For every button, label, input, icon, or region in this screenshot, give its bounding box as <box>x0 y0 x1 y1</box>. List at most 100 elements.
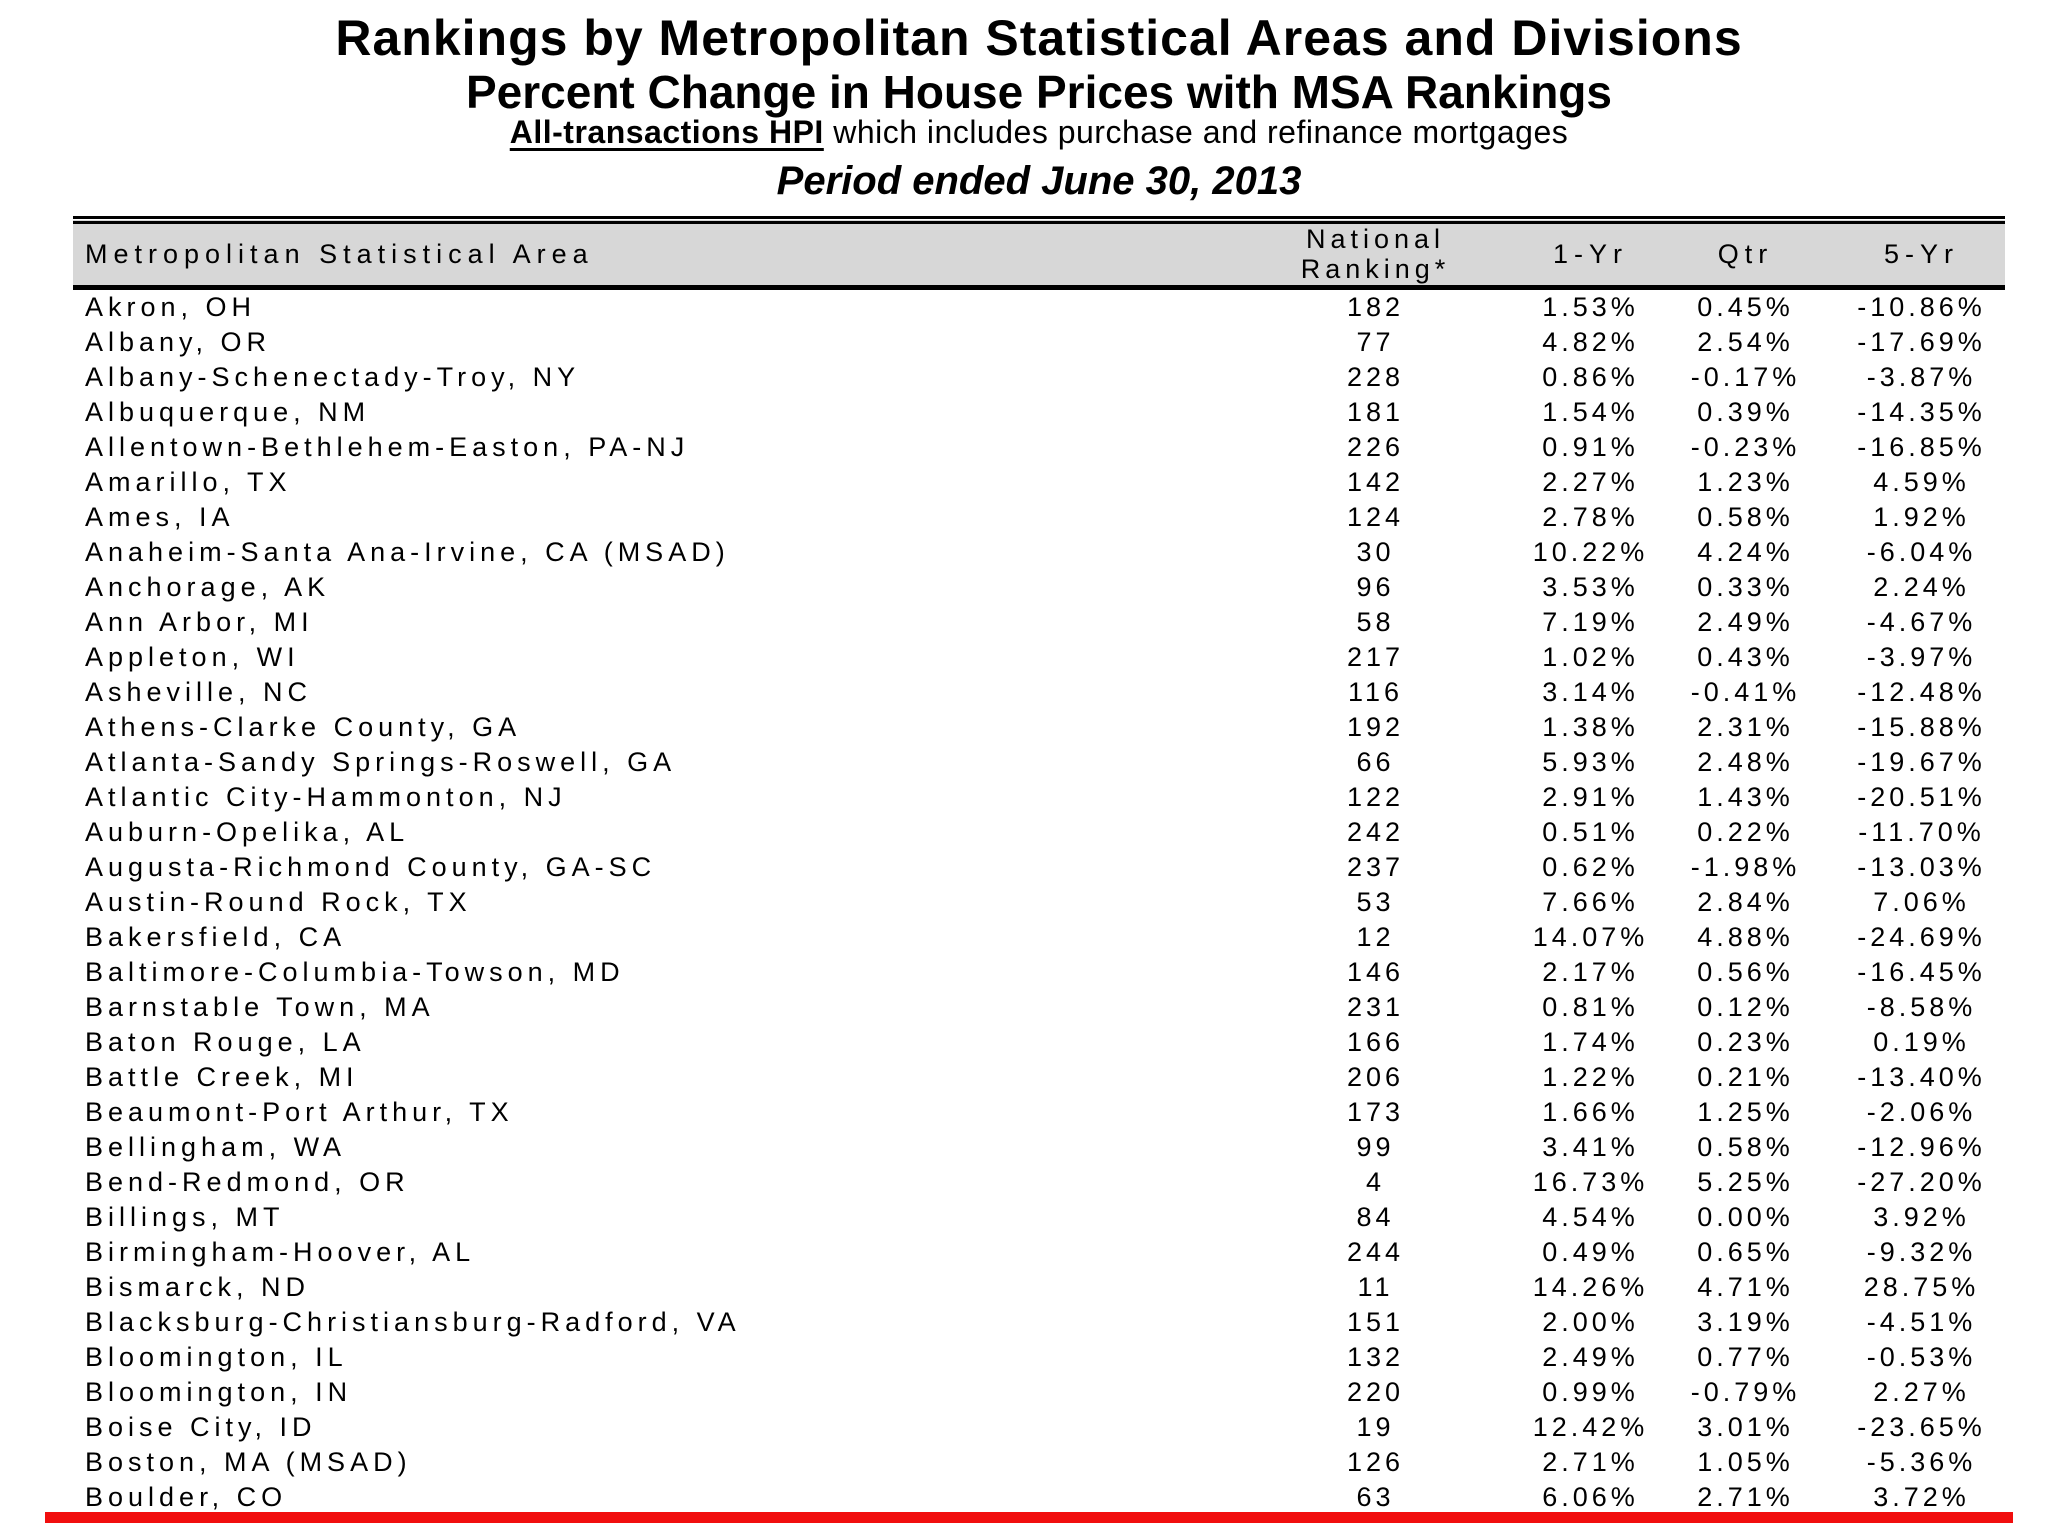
1yr-cell: 0.99% <box>1542 1377 1639 1407</box>
msa-cell: Bloomington, IN <box>85 1377 353 1407</box>
qtr-cell: 0.77% <box>1697 1342 1794 1372</box>
5yr-cell: -4.67% <box>1866 607 1977 637</box>
qtr-cell: -0.41% <box>1690 677 1801 707</box>
msa-cell: Athens-Clarke County, GA <box>85 712 522 742</box>
qtr-cell: 3.19% <box>1697 1307 1794 1337</box>
5yr-cell: -11.70% <box>1858 817 1985 847</box>
ranking-cell: 146 <box>1346 957 1405 987</box>
qtr-cell: 0.56% <box>1697 957 1794 987</box>
column-header-qtr: Qtr <box>1653 220 1838 290</box>
msa-cell: Amarillo, TX <box>85 467 292 497</box>
table-row: Anchorage, AK 96 3.53% 0.33% 2.24% <box>73 570 2005 605</box>
table-row: Asheville, NC 116 3.14% -0.41% -12.48% <box>73 675 2005 710</box>
ranking-cell: 206 <box>1346 1062 1405 1092</box>
5yr-cell: -12.48% <box>1857 677 1986 707</box>
5yr-cell: -16.45% <box>1857 957 1986 987</box>
msa-cell: Augusta-Richmond County, GA-SC <box>85 852 657 882</box>
table-row: Akron, OH 182 1.53% 0.45% -10.86% <box>73 288 2005 326</box>
ranking-cell: 244 <box>1346 1237 1405 1267</box>
msa-cell: Austin-Round Rock, TX <box>85 887 472 917</box>
qtr-cell: -0.17% <box>1690 362 1801 392</box>
1yr-cell: 0.49% <box>1542 1237 1639 1267</box>
qtr-cell: 0.65% <box>1697 1237 1794 1267</box>
ranking-cell: 122 <box>1346 782 1405 812</box>
msa-cell: Anaheim-Santa Ana-Irvine, CA (MSAD) <box>85 537 730 567</box>
table-row: Boston, MA (MSAD) 126 2.71% 1.05% -5.36% <box>73 1445 2005 1480</box>
5yr-cell: -13.40% <box>1857 1062 1986 1092</box>
5yr-cell: -17.69% <box>1857 327 1986 357</box>
ranking-cell: 228 <box>1346 362 1405 392</box>
5yr-cell: 28.75% <box>1863 1272 1980 1302</box>
msa-cell: Bend-Redmond, OR <box>85 1167 410 1197</box>
ranking-cell: 19 <box>1356 1412 1395 1442</box>
1yr-cell: 2.27% <box>1542 467 1639 497</box>
table-row: Auburn-Opelika, AL 242 0.51% 0.22% -11.7… <box>73 815 2005 850</box>
ranking-cell: 237 <box>1346 852 1405 882</box>
1yr-cell: 2.00% <box>1542 1307 1639 1337</box>
ranking-cell: 77 <box>1356 327 1395 357</box>
table-row: Ann Arbor, MI 58 7.19% 2.49% -4.67% <box>73 605 2005 640</box>
1yr-cell: 1.53% <box>1542 292 1639 322</box>
table-row: Austin-Round Rock, TX 53 7.66% 2.84% 7.0… <box>73 885 2005 920</box>
qtr-cell: 2.71% <box>1697 1482 1794 1512</box>
1yr-cell: 3.53% <box>1542 572 1639 602</box>
table-row: Albany, OR 77 4.82% 2.54% -17.69% <box>73 325 2005 360</box>
qtr-cell: 1.25% <box>1697 1097 1794 1127</box>
table-row: Allentown-Bethlehem-Easton, PA-NJ 226 0.… <box>73 430 2005 465</box>
table-row: Ames, IA 124 2.78% 0.58% 1.92% <box>73 500 2005 535</box>
table-row: Appleton, WI 217 1.02% 0.43% -3.97% <box>73 640 2005 675</box>
5yr-cell: -5.36% <box>1866 1447 1977 1477</box>
5yr-cell: -2.06% <box>1866 1097 1977 1127</box>
1yr-cell: 10.22% <box>1532 537 1649 567</box>
hpi-note-rest: which includes purchase and refinance mo… <box>823 114 1569 150</box>
1yr-cell: 1.22% <box>1542 1062 1639 1092</box>
ranking-cell: 99 <box>1356 1132 1395 1162</box>
document-header: Rankings by Metropolitan Statistical Are… <box>73 0 2005 202</box>
table-row: Beaumont-Port Arthur, TX 173 1.66% 1.25%… <box>73 1095 2005 1130</box>
1yr-cell: 7.66% <box>1542 887 1639 917</box>
5yr-cell: 1.92% <box>1873 502 1970 532</box>
1yr-cell: 3.41% <box>1542 1132 1639 1162</box>
qtr-cell: 4.24% <box>1697 537 1794 567</box>
msa-cell: Auburn-Opelika, AL <box>85 817 410 847</box>
msa-cell: Battle Creek, MI <box>85 1062 359 1092</box>
qtr-cell: 0.23% <box>1697 1027 1794 1057</box>
table-header-row: Metropolitan Statistical Area National R… <box>73 220 2005 290</box>
table-row: Athens-Clarke County, GA 192 1.38% 2.31%… <box>73 710 2005 745</box>
table-row: Barnstable Town, MA 231 0.81% 0.12% -8.5… <box>73 990 2005 1025</box>
1yr-cell: 12.42% <box>1532 1412 1649 1442</box>
ranking-cell: 182 <box>1346 292 1405 322</box>
5yr-cell: -8.58% <box>1866 992 1977 1022</box>
msa-cell: Bakersfield, CA <box>85 922 347 952</box>
msa-cell: Beaumont-Port Arthur, TX <box>85 1097 514 1127</box>
1yr-cell: 0.81% <box>1542 992 1639 1022</box>
5yr-cell: 0.19% <box>1873 1027 1970 1057</box>
5yr-cell: -15.88% <box>1857 712 1986 742</box>
5yr-cell: -23.65% <box>1857 1412 1986 1442</box>
qtr-cell: 2.31% <box>1697 712 1794 742</box>
1yr-cell: 5.93% <box>1542 747 1639 777</box>
qtr-cell: 0.58% <box>1697 502 1794 532</box>
table-row: Bloomington, IL 132 2.49% 0.77% -0.53% <box>73 1340 2005 1375</box>
table-row: Bellingham, WA 99 3.41% 0.58% -12.96% <box>73 1130 2005 1165</box>
column-header-5yr: 5-Yr <box>1838 220 2005 290</box>
hpi-note-emphasis: All-transactions HPI <box>509 114 824 150</box>
msa-cell: Albany, OR <box>85 327 272 357</box>
5yr-cell: 2.24% <box>1873 572 1970 602</box>
period-label: Period ended June 30, 2013 <box>776 159 1302 203</box>
qtr-cell: 1.23% <box>1697 467 1794 497</box>
table-row: Bloomington, IN 220 0.99% -0.79% 2.27% <box>73 1375 2005 1410</box>
msa-cell: Billings, MT <box>85 1202 285 1232</box>
msa-cell: Boise City, ID <box>85 1412 317 1442</box>
5yr-cell: -14.35% <box>1857 397 1986 427</box>
table-row: Atlanta-Sandy Springs-Roswell, GA 66 5.9… <box>73 745 2005 780</box>
column-header-msa: Metropolitan Statistical Area <box>73 220 1223 290</box>
table-row: Anaheim-Santa Ana-Irvine, CA (MSAD) 30 1… <box>73 535 2005 570</box>
5yr-cell: -24.69% <box>1857 922 1986 952</box>
5yr-cell: -4.51% <box>1866 1307 1977 1337</box>
qtr-cell: 0.21% <box>1697 1062 1794 1092</box>
ranking-cell: 66 <box>1356 747 1395 777</box>
qtr-cell: 5.25% <box>1697 1167 1794 1197</box>
msa-cell: Baltimore-Columbia-Towson, MD <box>85 957 625 987</box>
